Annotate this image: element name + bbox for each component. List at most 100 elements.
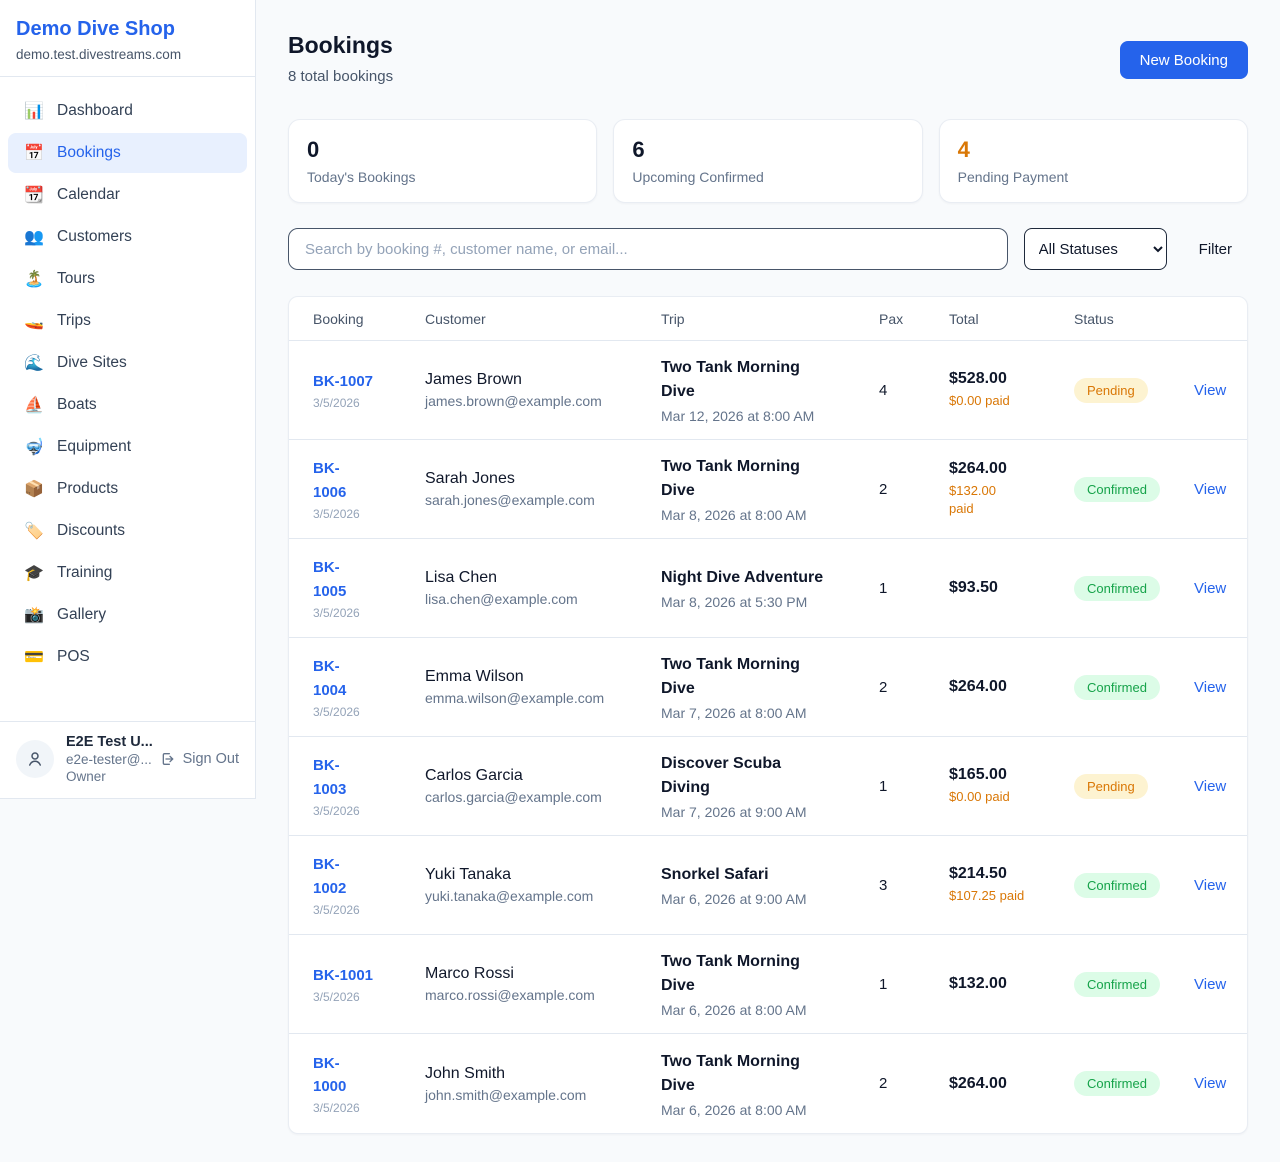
total-cell: $214.50 $107.25 paid <box>949 865 1074 905</box>
customer-name: Yuki Tanaka <box>425 866 511 883</box>
customer-cell: Yuki Tanaka yuki.tanaka@example.com <box>425 866 661 904</box>
package-icon: 📦 <box>24 481 44 498</box>
trip-cell: Snorkel Safari Mar 6, 2026 at 9:00 AM <box>661 863 879 907</box>
booking-date: 3/5/2026 <box>313 605 360 620</box>
status-filter-select[interactable]: All Statuses <box>1023 228 1167 270</box>
sidebar-item-equipment[interactable]: 🤿 Equipment <box>8 427 247 467</box>
total-amount: $528.00 <box>949 369 1007 387</box>
booking-number-link[interactable]: BK- 1002 <box>313 853 346 900</box>
sidebar-item-gallery[interactable]: 📸 Gallery <box>8 595 247 635</box>
column-header-pax: Pax <box>879 310 904 327</box>
view-link[interactable]: View <box>1194 777 1227 795</box>
booking-number-link[interactable]: BK- 1003 <box>313 754 346 801</box>
view-link[interactable]: View <box>1194 579 1227 597</box>
actions-cell: View <box>1194 481 1226 498</box>
booking-number-link[interactable]: BK- 1006 <box>313 457 346 504</box>
status-cell: Confirmed <box>1074 971 1194 997</box>
view-link[interactable]: View <box>1194 876 1227 894</box>
booking-number-link[interactable]: BK-1001 <box>313 964 373 987</box>
customer-name: James Brown <box>425 371 522 388</box>
status-badge: Confirmed <box>1074 674 1160 700</box>
customer-email: lisa.chen@example.com <box>425 591 578 607</box>
view-link[interactable]: View <box>1194 1075 1227 1092</box>
total-amount: $132.00 <box>949 975 1007 992</box>
sidebar: Demo Dive Shop demo.test.divestreams.com… <box>0 0 256 799</box>
status-badge: Pending <box>1074 773 1148 799</box>
pax-count: 4 <box>879 381 888 399</box>
booking-number-link[interactable]: BK- 1000 <box>313 1052 346 1099</box>
view-link[interactable]: View <box>1194 975 1227 993</box>
customer-email: sarah.jones@example.com <box>425 492 595 508</box>
sidebar-item-label: Discounts <box>57 522 126 539</box>
sidebar-item-products[interactable]: 📦 Products <box>8 469 247 509</box>
trip-name: Two Tank Morning Dive <box>661 953 800 994</box>
paid-amount: $0.00 paid <box>949 392 1010 408</box>
speedboat-icon: 🚤 <box>24 313 44 330</box>
booking-cell: BK-1007 3/5/2026 <box>313 370 425 410</box>
sidebar-item-calendar[interactable]: 📆 Calendar <box>8 175 247 215</box>
actions-cell: View <box>1194 382 1226 399</box>
table-row: BK-1007 3/5/2026 James Brown james.brown@ex… <box>289 341 1247 440</box>
booking-number-link[interactable]: BK-1007 <box>313 370 373 393</box>
customer-cell: James Brown james.brown@example.com <box>425 371 661 409</box>
view-link[interactable]: View <box>1194 381 1227 399</box>
booking-date: 3/5/2026 <box>313 506 360 521</box>
status-cell: Confirmed <box>1074 674 1194 700</box>
sidebar-item-label: Boats <box>57 396 97 413</box>
trip-cell: Two Tank Morning Dive Mar 8, 2026 at 8:00… <box>661 455 879 523</box>
booking-cell: BK- 1003 3/5/2026 <box>313 754 425 818</box>
sidebar-item-discounts[interactable]: 🏷️ Discounts <box>8 511 247 551</box>
sidebar-item-label: Bookings <box>57 144 121 161</box>
view-link[interactable]: View <box>1194 678 1227 696</box>
total-amount: $93.50 <box>949 579 998 596</box>
sidebar-item-bookings[interactable]: 📅 Bookings <box>8 133 247 173</box>
filter-row: All Statuses Filter <box>288 228 1248 270</box>
table-row: BK-1001 3/5/2026 Marco Rossi marco.rossi@ex… <box>289 935 1247 1034</box>
sidebar-item-customers[interactable]: 👥 Customers <box>8 217 247 257</box>
booking-date: 3/5/2026 <box>313 396 360 411</box>
shop-domain: demo.test.divestreams.com <box>16 47 182 62</box>
sidebar-item-training[interactable]: 🎓 Training <box>8 553 247 593</box>
search-input[interactable] <box>288 228 1008 270</box>
sidebar-item-dive-sites[interactable]: 🌊 Dive Sites <box>8 343 247 383</box>
column-header-customer: Customer <box>425 310 486 327</box>
pax-cell: 2 <box>879 481 949 498</box>
main-content: Bookings 8 total bookings New Booking 0 … <box>288 0 1248 1134</box>
actions-cell: View <box>1194 580 1226 597</box>
actions-cell: View <box>1194 1075 1226 1092</box>
trip-name: Two Tank Morning Dive <box>661 359 800 400</box>
sign-out-button[interactable]: Sign Out <box>160 751 239 767</box>
page-header: Bookings 8 total bookings New Booking <box>288 32 1248 85</box>
filter-button[interactable]: Filter <box>1183 241 1248 258</box>
stat-label: Pending Payment <box>957 169 1069 185</box>
sidebar-item-pos[interactable]: 💳 POS <box>8 637 247 677</box>
trip-name: Two Tank Morning Dive <box>661 1052 800 1094</box>
diving-mask-icon: 🤿 <box>24 439 44 456</box>
booking-date: 3/5/2026 <box>313 990 360 1005</box>
customer-cell: Sarah Jones sarah.jones@example.com <box>425 470 661 508</box>
stat-label: Upcoming Confirmed <box>632 169 764 185</box>
sidebar-item-boats[interactable]: ⛵ Boats <box>8 385 247 425</box>
sidebar-item-tours[interactable]: 🏝️ Tours <box>8 259 247 299</box>
customer-email: marco.rossi@example.com <box>425 987 595 1003</box>
booking-number-link[interactable]: BK- 1005 <box>313 556 346 603</box>
sidebar-item-trips[interactable]: 🚤 Trips <box>8 301 247 341</box>
booking-number-link[interactable]: BK- 1004 <box>313 655 346 702</box>
sign-out-label: Sign Out <box>182 751 239 767</box>
new-booking-button[interactable]: New Booking <box>1119 41 1248 79</box>
table-row: BK- 1005 3/5/2026 Lisa Chen lisa.chen@examp… <box>289 539 1247 638</box>
view-link[interactable]: View <box>1194 480 1227 498</box>
customer-name: Lisa Chen <box>425 569 498 586</box>
customer-name: Emma Wilson <box>425 668 524 685</box>
sidebar-item-label: Equipment <box>57 438 132 455</box>
user-name: E2E Test U... <box>66 734 153 750</box>
pax-count: 3 <box>879 876 888 894</box>
sidebar-item-dashboard[interactable]: 📊 Dashboard <box>8 91 247 131</box>
total-cell: $165.00 $0.00 paid <box>949 766 1074 806</box>
sidebar-item-label: Dashboard <box>57 102 133 119</box>
table-row: BK- 1002 3/5/2026 Yuki Tanaka yuki.tanaka@e… <box>289 836 1247 935</box>
sidebar-item-label: Tours <box>57 270 95 287</box>
wave-icon: 🌊 <box>24 355 44 372</box>
sidebar-item-label: POS <box>57 648 90 665</box>
actions-cell: View <box>1194 877 1226 894</box>
